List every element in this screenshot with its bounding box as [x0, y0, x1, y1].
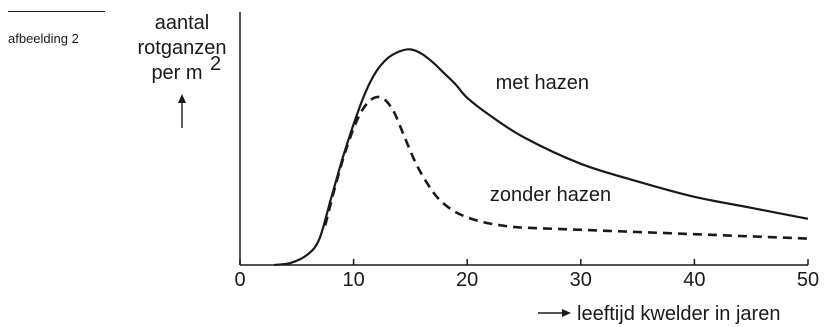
- y-axis-title-superscript: 2: [210, 53, 221, 75]
- y-axis-title-line: per m: [151, 62, 202, 84]
- figure-rule: [8, 11, 105, 12]
- x-tick-label: 30: [570, 269, 592, 291]
- x-tick-label: 10: [342, 269, 364, 291]
- x-tick-label: 20: [456, 269, 478, 291]
- y-axis-title-line: rotganzen: [138, 37, 227, 59]
- series-annotation: zonder hazen: [490, 184, 611, 206]
- series-annotation: met hazen: [496, 72, 589, 94]
- x-axis-ticks: 0 10 20 30 40 50: [234, 259, 819, 291]
- x-tick-label: 0: [234, 269, 245, 291]
- figure-label: afbeelding 2: [8, 31, 79, 46]
- x-tick-label: 40: [683, 269, 705, 291]
- y-axis-title-line: aantal: [155, 12, 210, 34]
- y-axis-arrow-head: [178, 94, 186, 103]
- x-axis-title: leeftijd kwelder in jaren: [577, 303, 780, 325]
- chart-axes: [239, 12, 808, 266]
- series-line-zonder-hazen: [323, 95, 809, 240]
- x-tick-label: 50: [797, 269, 819, 291]
- series-lines: [273, 48, 809, 267]
- x-axis-arrow-head: [562, 309, 571, 317]
- chart-labels: met hazen zonder hazen aantal rotganzen per …: [138, 12, 781, 325]
